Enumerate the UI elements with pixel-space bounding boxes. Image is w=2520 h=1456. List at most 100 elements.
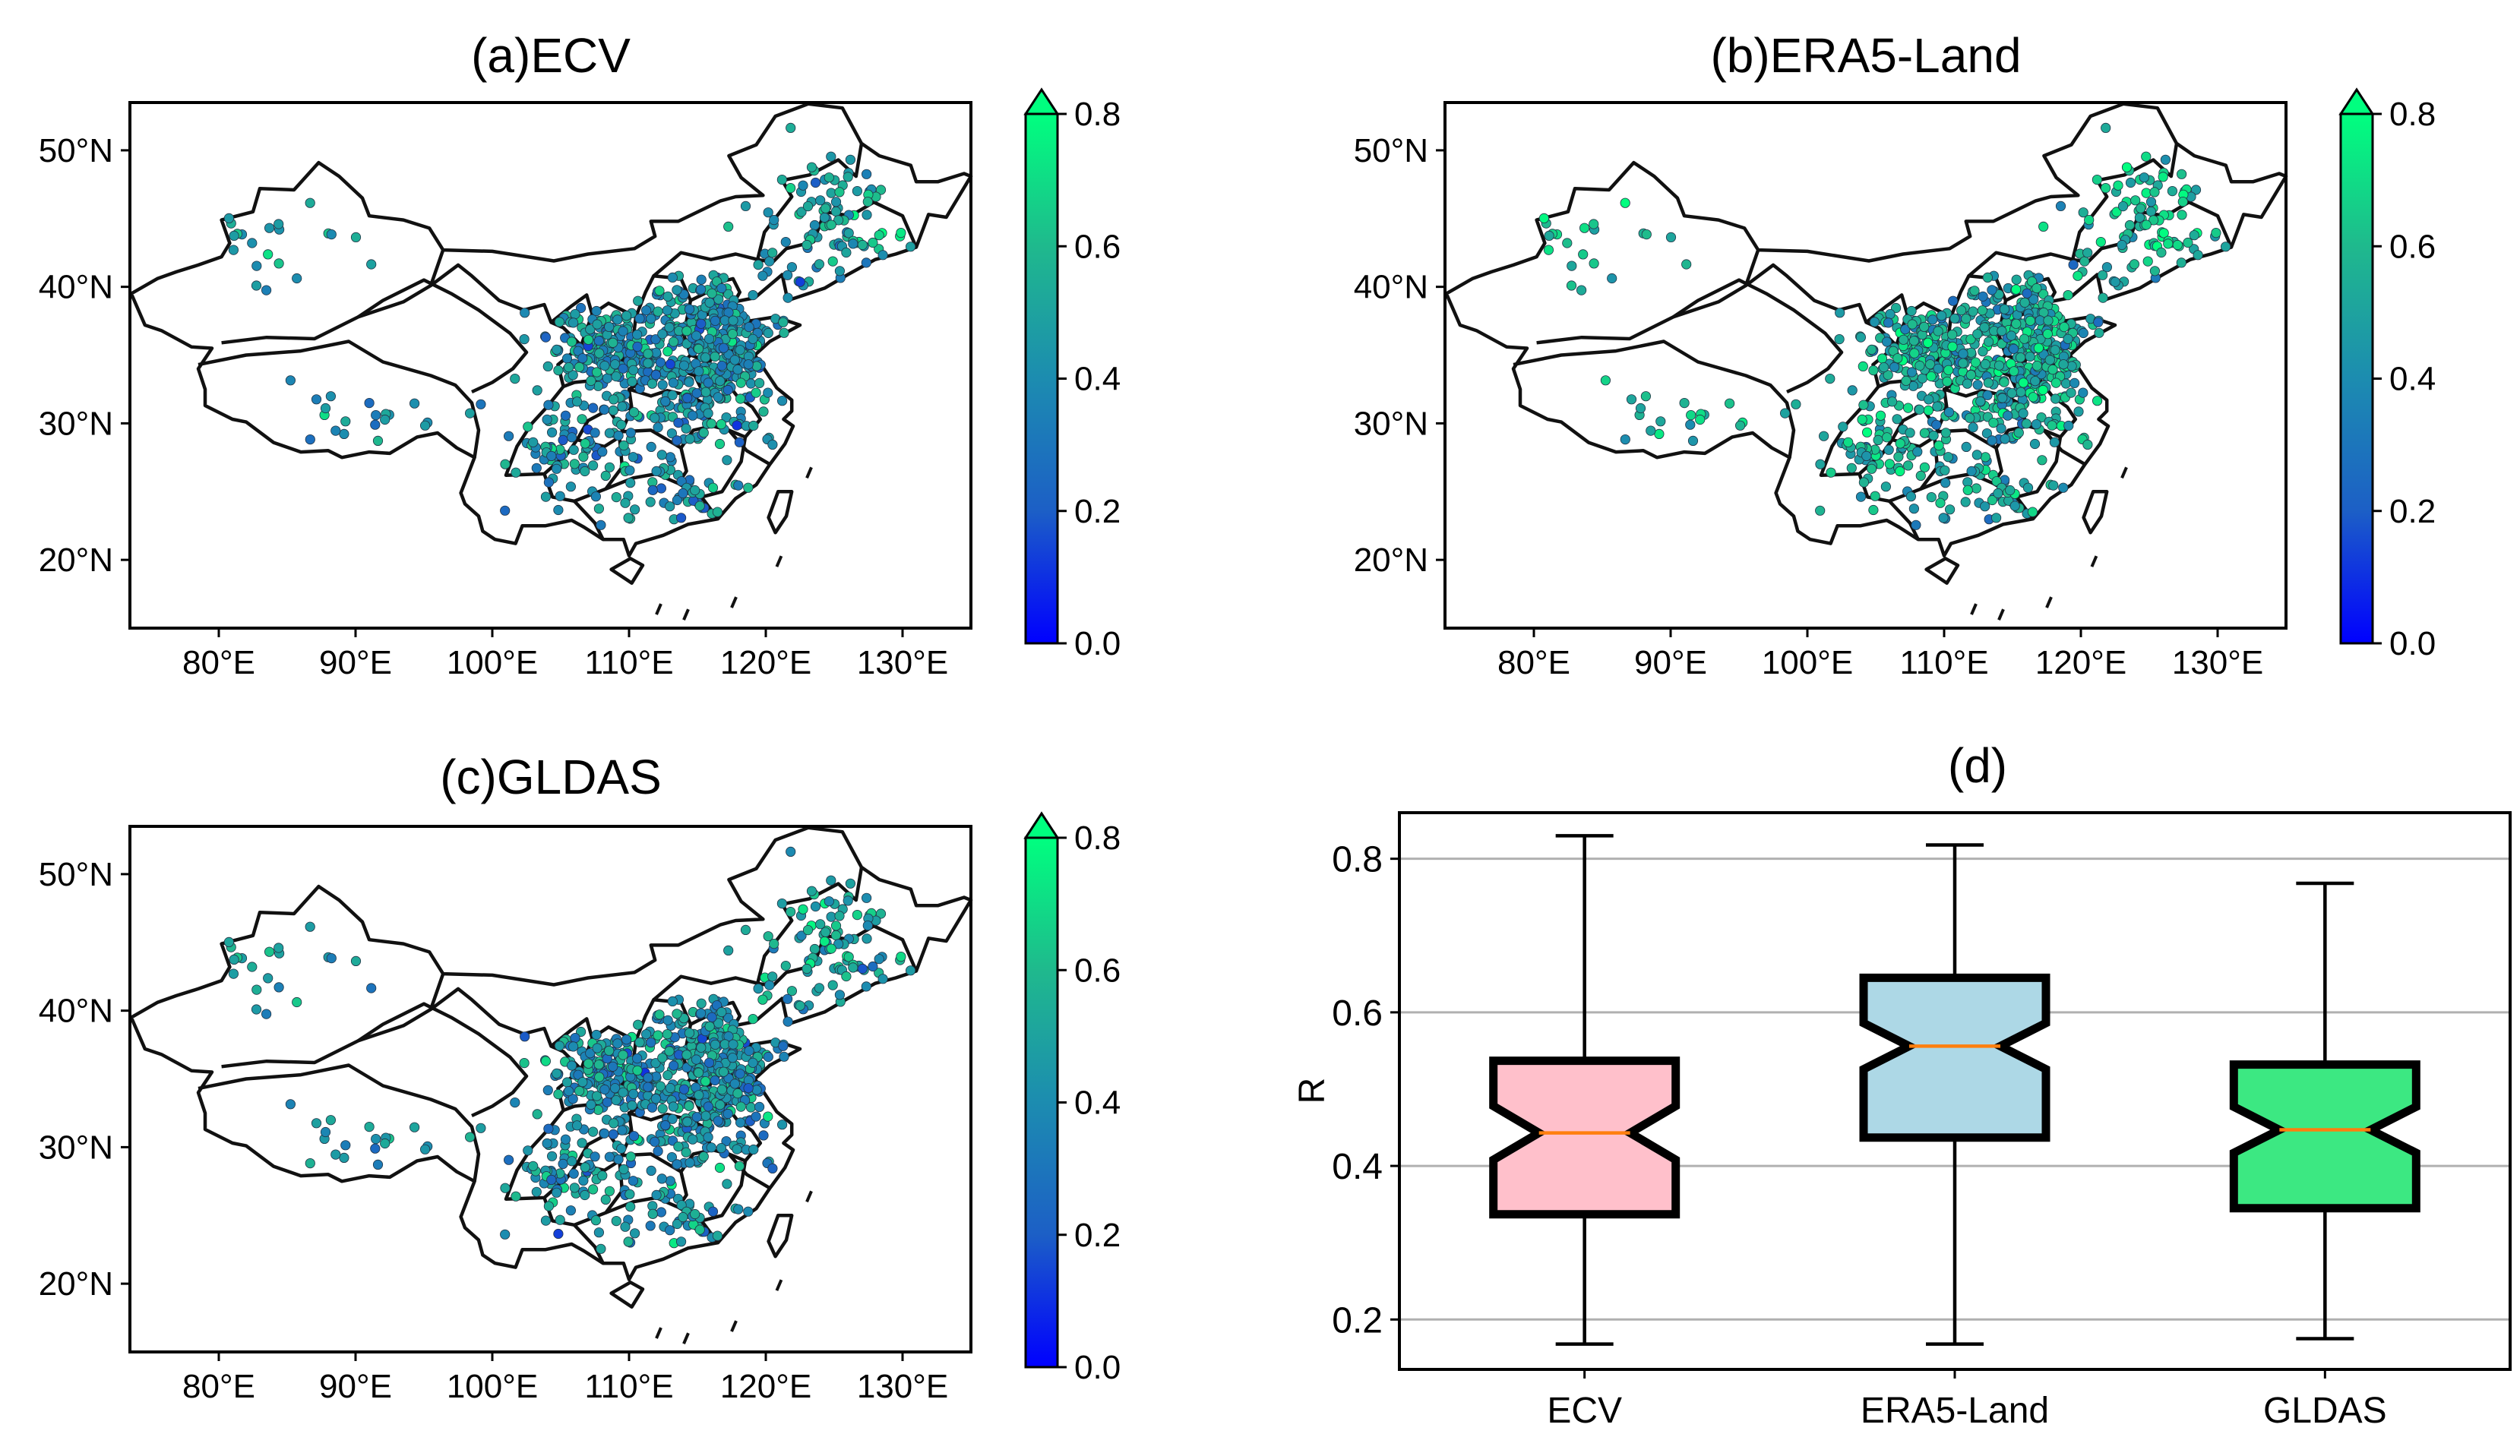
station-point — [1947, 341, 1958, 352]
station-point — [620, 1221, 631, 1232]
station-point — [326, 953, 337, 964]
station-point — [1961, 441, 1971, 453]
station-point — [877, 974, 888, 984]
station-point — [712, 507, 723, 517]
station-point — [734, 1161, 745, 1171]
station-point — [596, 1243, 606, 1254]
station-point — [586, 1099, 596, 1110]
station-point — [675, 513, 687, 523]
station-point — [1882, 336, 1892, 347]
station-point — [1943, 452, 1953, 463]
station-point — [1938, 513, 1949, 523]
island-border — [1924, 557, 1960, 585]
station-point — [767, 1163, 778, 1174]
station-point — [578, 1175, 589, 1186]
station-point — [552, 344, 562, 355]
station-point — [2073, 270, 2083, 281]
station-point — [830, 197, 842, 207]
y-tick-label: 50°N — [39, 856, 113, 893]
station-point — [713, 294, 724, 305]
x-tick-label: 90°E — [319, 644, 392, 681]
station-point — [625, 1202, 636, 1212]
station-point — [653, 1030, 663, 1041]
x-tick-label: 120°E — [720, 1368, 811, 1405]
station-point — [609, 394, 619, 405]
station-point — [2018, 408, 2028, 418]
station-point — [2101, 183, 2111, 194]
station-point — [657, 329, 668, 340]
station-point — [1544, 230, 1554, 241]
station-point — [662, 1015, 673, 1025]
station-point — [2050, 345, 2060, 355]
station-point — [1949, 313, 1960, 324]
station-point — [861, 981, 871, 992]
station-point — [519, 1058, 530, 1069]
station-point — [625, 478, 636, 488]
station-point — [753, 259, 764, 270]
province-border — [1672, 278, 1844, 394]
station-point — [560, 1134, 571, 1145]
station-point — [409, 1122, 420, 1132]
station-point — [2211, 227, 2221, 238]
station-point — [834, 990, 846, 1000]
station-point — [1937, 311, 1947, 321]
station-point — [896, 952, 906, 962]
station-point — [666, 1152, 678, 1163]
station-point — [646, 313, 656, 324]
station-point — [542, 361, 553, 371]
station-point — [714, 438, 726, 450]
station-point — [554, 317, 565, 327]
map-frame — [1443, 101, 2288, 630]
station-point — [826, 188, 836, 198]
station-point — [704, 333, 715, 344]
station-point — [2177, 196, 2188, 207]
station-point — [672, 1218, 683, 1230]
station-point — [707, 1012, 717, 1022]
station-point — [371, 1134, 381, 1145]
station-point — [1826, 467, 1836, 478]
station-point — [311, 394, 322, 405]
colorbar: 0.8 0.6 0.4 0.2 0.0 — [1023, 87, 1121, 662]
station-point — [729, 355, 740, 365]
station-point — [1885, 308, 1896, 320]
station-point — [650, 1094, 662, 1104]
station-point — [650, 1058, 661, 1069]
station-point — [1791, 399, 1801, 409]
station-point — [1895, 466, 1905, 477]
station-point — [1925, 359, 1936, 370]
station-point — [602, 373, 613, 384]
station-point — [409, 398, 420, 409]
station-point — [650, 369, 662, 381]
station-point — [662, 305, 672, 316]
station-point — [1926, 491, 1937, 503]
station-point — [751, 387, 761, 398]
station-point — [2098, 292, 2108, 303]
station-point — [618, 1050, 628, 1060]
island-border — [2082, 490, 2109, 535]
station-point — [667, 272, 678, 283]
island-border — [609, 557, 645, 585]
station-point — [735, 1101, 746, 1112]
y-tick-label: 30°N — [39, 405, 113, 442]
station-point — [650, 412, 660, 423]
station-point — [1898, 334, 1909, 345]
station-point — [611, 491, 621, 503]
station-point — [577, 1138, 587, 1148]
station-point — [285, 375, 296, 386]
station-point — [629, 504, 640, 515]
station-point — [778, 1041, 789, 1051]
station-point — [665, 1225, 675, 1236]
station-point — [2082, 439, 2093, 450]
station-point — [795, 276, 805, 287]
station-point — [1834, 333, 1845, 345]
station-point — [1538, 213, 1550, 223]
station-point — [729, 1079, 740, 1089]
station-point — [2019, 297, 2030, 308]
station-point — [662, 1070, 673, 1081]
station-point — [566, 336, 577, 347]
station-point — [2110, 276, 2120, 287]
station-point — [2177, 169, 2187, 179]
station-point — [647, 485, 658, 495]
station-point — [1993, 488, 2003, 499]
province-border — [1513, 340, 1796, 458]
